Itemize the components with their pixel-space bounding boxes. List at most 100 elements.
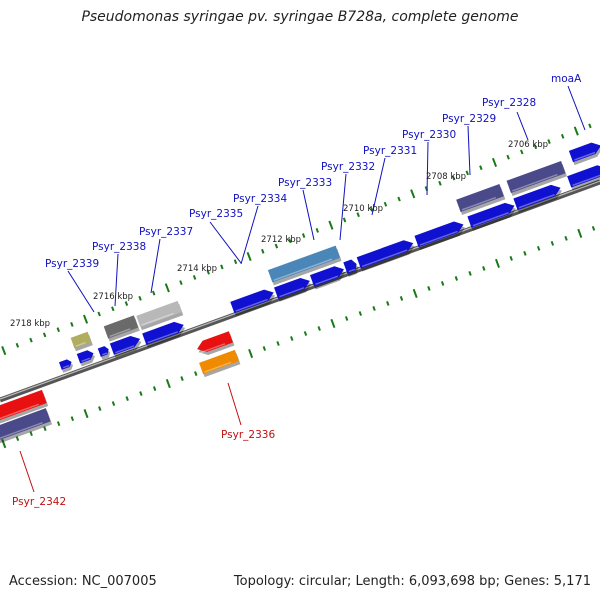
tick-mark: [386, 301, 390, 306]
tick-mark: [342, 217, 347, 223]
gene-label-psyr-2328[interactable]: Psyr_2328: [482, 97, 536, 109]
tick-mark: [192, 274, 197, 280]
tick-mark: [83, 409, 89, 419]
tick-label-2712: 2712 kbp: [261, 235, 301, 245]
tick-mark: [523, 250, 527, 256]
cds-block: [109, 335, 141, 355]
tick-mark: [70, 416, 75, 422]
gene-label-psyr-2332[interactable]: Psyr_2332: [321, 161, 375, 173]
tick-mark: [550, 240, 555, 246]
tick-mark: [317, 326, 321, 331]
label-leader-line: [240, 205, 259, 265]
tick-mark: [138, 295, 142, 301]
tick-mark: [56, 327, 60, 333]
tick-mark: [427, 286, 431, 291]
feature-orange: [199, 349, 239, 375]
gene-label-psyr-2329[interactable]: Psyr_2329: [442, 113, 496, 125]
feature-red-highlight: [0, 403, 39, 420]
label-leader-line: [467, 125, 471, 176]
tick-mark: [274, 243, 279, 249]
feature-slate-highlight: [461, 196, 497, 211]
cds-block: [58, 359, 72, 370]
gene-label-psyr-2334[interactable]: Psyr_2334: [233, 193, 287, 205]
cds-block-highlight: [361, 249, 408, 268]
tick-mark: [139, 391, 143, 396]
cds-block: [343, 259, 357, 274]
gene-label-psyr-2342[interactable]: Psyr_2342: [12, 496, 66, 508]
tick-mark: [412, 288, 418, 299]
tick-mark: [276, 341, 280, 346]
tick-mark: [344, 316, 349, 321]
gene-label-psyr-2339[interactable]: Psyr_2339: [45, 258, 99, 270]
tick-mark: [301, 233, 306, 239]
tick-mark: [124, 301, 129, 306]
tick-mark: [42, 332, 47, 338]
cds-block: [567, 165, 600, 188]
tick-mark: [577, 228, 583, 238]
gene-label-moaA[interactable]: moaA: [551, 73, 582, 85]
tick-mark: [194, 371, 198, 376]
tick-tracks: [1, 123, 596, 449]
cds-block-highlight: [235, 298, 268, 312]
tick-label-2716: 2716 kbp: [93, 292, 133, 302]
tick-mark: [152, 386, 157, 391]
cds-block-highlight: [81, 357, 91, 363]
label-leader-line: [567, 85, 586, 131]
label-leader-line: [302, 189, 315, 241]
gene-label-psyr-2336[interactable]: Psyr_2336: [221, 429, 275, 441]
tick-mark: [506, 154, 510, 160]
tick-mark: [1, 439, 7, 449]
label-leader-line: [209, 221, 242, 264]
gene-label-psyr-2338[interactable]: Psyr_2338: [92, 241, 146, 253]
tick-mark: [509, 255, 513, 261]
cds-block: [414, 221, 464, 248]
cds-block: [467, 202, 515, 228]
tick-mark: [547, 139, 551, 144]
label-leader-line: [426, 141, 429, 196]
tick-mark: [482, 266, 486, 271]
gene-label-psyr-2333[interactable]: Psyr_2333: [278, 177, 332, 189]
tick-mark: [29, 431, 33, 437]
tick-mark: [288, 238, 292, 244]
tick-mark: [328, 220, 334, 230]
gene-label-psyr-2335[interactable]: Psyr_2335: [189, 208, 243, 220]
gene-label-psyr-2331[interactable]: Psyr_2331: [363, 145, 417, 157]
tick-mark: [111, 306, 115, 312]
tick-mark: [560, 133, 565, 139]
cds-block-highlight: [518, 194, 555, 209]
cds-block-highlight: [315, 275, 339, 286]
cds-block: [97, 346, 109, 357]
tick-mark: [290, 336, 294, 341]
tick-mark: [220, 264, 224, 270]
tick-mark: [248, 348, 254, 359]
feature-grey-light: [136, 300, 182, 328]
gene-labels: Psyr_2328 Psyr_2329 Psyr_2330 Psyr_2331 …: [12, 73, 582, 508]
feature-slate: [506, 160, 566, 194]
cds-block: [309, 266, 344, 287]
cds-block-highlight: [574, 151, 596, 161]
tick-label-2718: 2718 kbp: [10, 319, 50, 329]
cds-block-highlight: [472, 212, 509, 227]
tick-mark: [465, 170, 469, 176]
tick-mark: [370, 207, 374, 212]
cds-block: [274, 277, 310, 299]
tick-mark: [372, 306, 376, 311]
tick-mark: [468, 271, 472, 276]
feature-grey-dark: [103, 315, 139, 339]
gene-label-psyr-2337[interactable]: Psyr_2337: [139, 226, 193, 238]
tick-mark: [536, 245, 541, 251]
tick-mark: [151, 290, 156, 296]
cds-block: [76, 350, 94, 364]
tick-mark: [261, 248, 265, 254]
tick-label-2714: 2714 kbp: [177, 264, 217, 274]
tick-mark: [451, 175, 456, 181]
feature-slate-highlight: [0, 421, 43, 439]
tick-mark: [591, 225, 596, 231]
gene-label-psyr-2330[interactable]: Psyr_2330: [402, 129, 456, 141]
tick-mark: [315, 227, 320, 233]
cds-block-highlight: [572, 174, 600, 187]
feature-slate: [0, 408, 51, 440]
feature-slate: [456, 184, 504, 212]
tick-mark: [262, 346, 267, 351]
